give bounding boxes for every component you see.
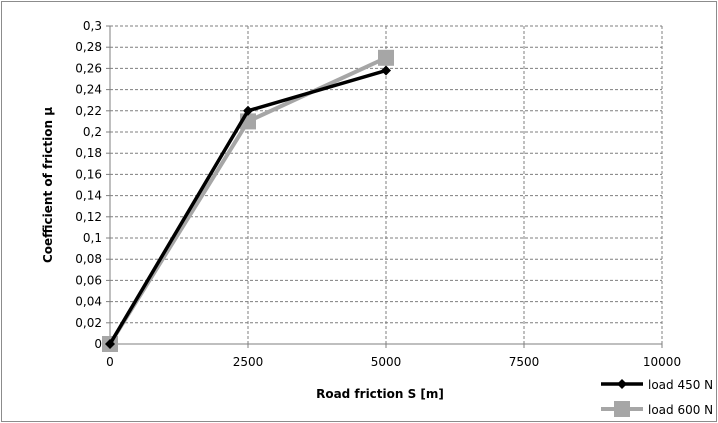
x-tick-label: 0 [106,355,114,369]
y-tick-label: 0,26 [75,61,102,75]
legend-marker [614,401,630,417]
y-tick-label: 0,06 [75,273,102,287]
y-tick-label: 0,16 [75,167,102,181]
x-tick-label: 2500 [233,355,264,369]
x-tick-label: 5000 [371,355,402,369]
y-tick-label: 0,2 [83,125,102,139]
y-tick-label: 0,04 [75,295,102,309]
y-axis-title: Coefficient of friction μ [41,107,55,263]
y-tick-label: 0,14 [75,189,102,203]
axes [106,25,663,348]
legend-marker [617,379,627,389]
y-tick-label: 0,12 [75,210,102,224]
series-lines [102,49,394,352]
data-point [378,49,394,66]
series-0 [105,65,391,349]
y-tick-label: 0 [94,337,102,351]
x-tick-label: 10000 [643,355,681,369]
y-tick-label: 0,1 [83,231,102,245]
legend: load 450 N load 600 N [601,378,713,417]
y-tick-label: 0,08 [75,252,102,266]
tick-labels: 0 0,02 0,04 0,06 0,08 0,1 0,12 0,14 0,16 0,18 0,2 0… [75,19,681,369]
data-point [105,339,115,349]
x-tick-label: 7500 [509,355,540,369]
legend-label: load 600 N [648,403,713,417]
data-point [381,65,391,76]
legend-item: load 450 N [601,378,713,392]
y-tick-label: 0,02 [75,316,102,330]
x-axis-title: Road friction S [m] [316,387,444,401]
y-tick-label: 0,24 [75,83,102,97]
y-tick-label: 0,22 [75,104,102,118]
legend-item: load 600 N [601,401,713,417]
legend-label: load 450 N [648,378,713,392]
y-tick-label: 0,3 [83,19,102,33]
data-point [243,105,253,116]
y-tick-label: 0,18 [75,146,102,160]
y-tick-label: 0,28 [75,40,102,54]
